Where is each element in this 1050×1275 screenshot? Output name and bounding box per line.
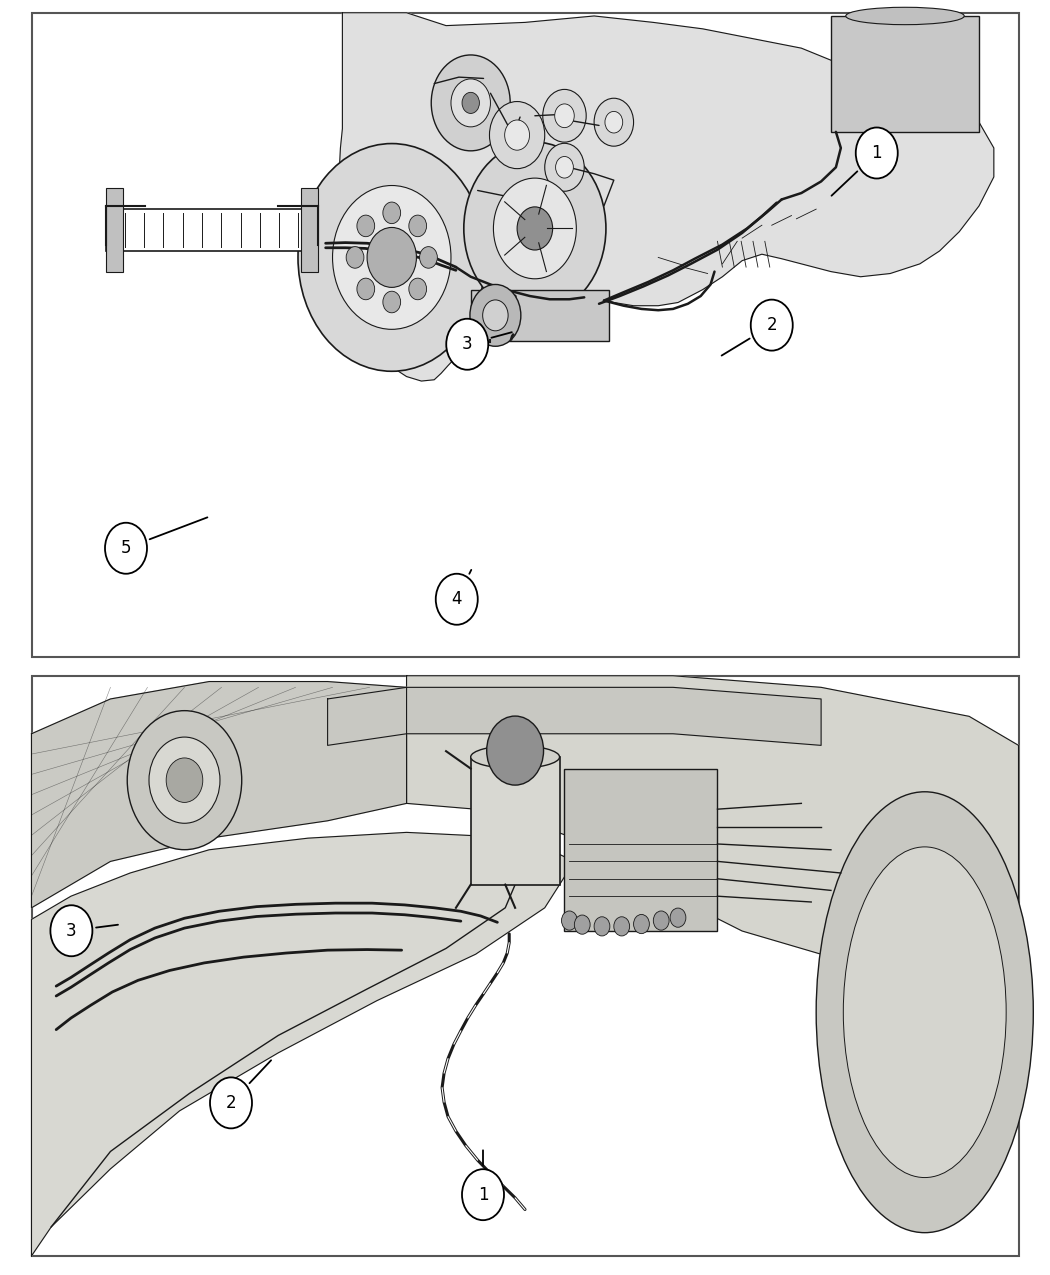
Circle shape: [149, 737, 220, 824]
Circle shape: [127, 710, 242, 849]
Circle shape: [464, 142, 606, 315]
Circle shape: [489, 102, 545, 168]
Circle shape: [545, 143, 584, 191]
Circle shape: [452, 79, 490, 128]
Circle shape: [494, 179, 576, 279]
Circle shape: [574, 915, 590, 935]
Ellipse shape: [816, 792, 1033, 1233]
Circle shape: [614, 917, 630, 936]
Text: 3: 3: [462, 335, 472, 353]
Circle shape: [751, 300, 793, 351]
Circle shape: [856, 128, 898, 178]
Circle shape: [436, 574, 478, 625]
Circle shape: [562, 910, 578, 931]
Circle shape: [420, 246, 438, 268]
Circle shape: [357, 278, 375, 300]
Text: 2: 2: [226, 1094, 236, 1112]
Polygon shape: [406, 676, 1018, 954]
Bar: [565, 769, 717, 931]
Circle shape: [555, 157, 573, 178]
Circle shape: [554, 103, 574, 128]
Bar: [470, 757, 560, 885]
Circle shape: [298, 144, 485, 371]
Circle shape: [462, 1169, 504, 1220]
Circle shape: [594, 917, 610, 936]
Circle shape: [483, 300, 508, 330]
Ellipse shape: [843, 847, 1006, 1178]
Circle shape: [408, 215, 426, 237]
Text: 3: 3: [66, 922, 77, 940]
Circle shape: [487, 717, 544, 785]
Circle shape: [605, 111, 623, 133]
Bar: [300, 189, 318, 272]
Text: 5: 5: [121, 539, 131, 557]
Text: 4: 4: [452, 590, 462, 608]
Circle shape: [50, 905, 92, 956]
Circle shape: [462, 92, 480, 113]
Text: 1: 1: [872, 144, 882, 162]
Polygon shape: [328, 687, 821, 746]
Circle shape: [543, 89, 586, 142]
Circle shape: [446, 319, 488, 370]
Bar: [32, 13, 1018, 657]
Circle shape: [210, 1077, 252, 1128]
Polygon shape: [32, 833, 574, 1256]
Bar: [32, 676, 1018, 1256]
Circle shape: [470, 284, 521, 347]
Polygon shape: [32, 682, 406, 908]
Ellipse shape: [846, 8, 964, 24]
Circle shape: [166, 757, 203, 802]
Text: 1: 1: [478, 1186, 488, 1204]
Circle shape: [346, 246, 364, 268]
Circle shape: [653, 910, 669, 931]
Bar: [105, 209, 318, 251]
Circle shape: [383, 201, 401, 223]
Bar: [470, 289, 609, 342]
Circle shape: [517, 207, 552, 250]
Circle shape: [357, 215, 375, 237]
Bar: [105, 189, 123, 272]
Circle shape: [105, 523, 147, 574]
Polygon shape: [330, 13, 993, 381]
Text: 2: 2: [766, 316, 777, 334]
Circle shape: [333, 186, 452, 329]
Circle shape: [670, 908, 686, 927]
Circle shape: [432, 55, 510, 150]
Ellipse shape: [470, 746, 560, 769]
Circle shape: [383, 291, 401, 312]
Circle shape: [408, 278, 426, 300]
Circle shape: [633, 914, 649, 933]
Circle shape: [594, 98, 633, 147]
Circle shape: [505, 120, 529, 150]
Bar: [831, 17, 979, 131]
Circle shape: [368, 227, 417, 287]
